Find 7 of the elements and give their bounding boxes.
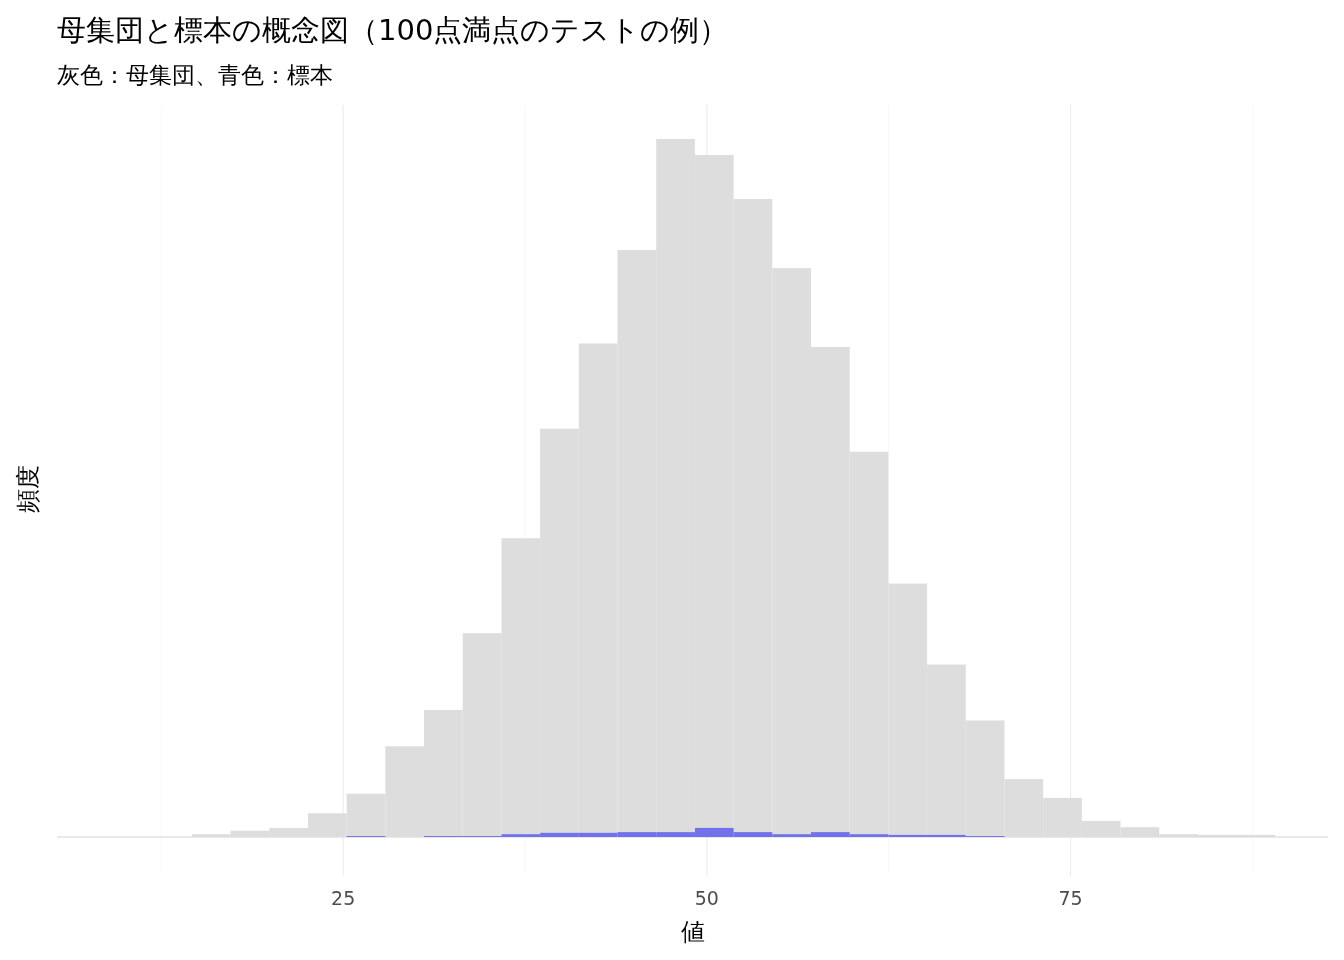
y-axis-title: 頻度 (14, 464, 42, 513)
x-tick-label: 25 (331, 887, 356, 909)
chart-subtitle: 灰色：母集団、青色：標本 (57, 62, 333, 88)
x-tick-label: 75 (1058, 887, 1083, 909)
chart-title: 母集団と標本の概念図（100点満点のテストの例） (57, 13, 729, 47)
x-axis-title: 値 (680, 918, 705, 946)
x-tick-label: 50 (694, 887, 719, 909)
